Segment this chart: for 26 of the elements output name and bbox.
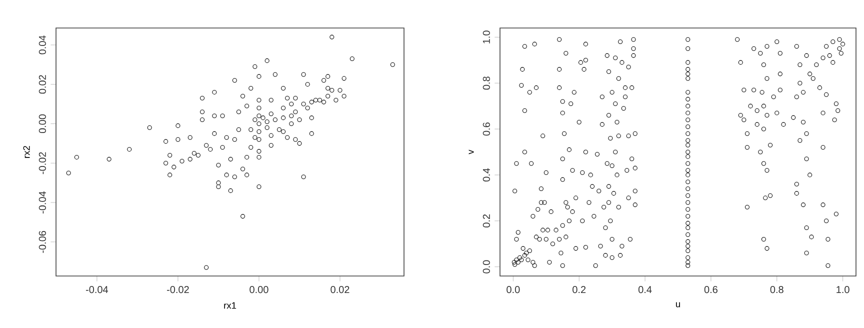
- y-tick-label: 0.04: [38, 35, 46, 54]
- y-tick-label: -0.04: [38, 191, 46, 214]
- x-tick-label: 1.0: [836, 286, 850, 294]
- x-axis-title: u: [676, 302, 680, 308]
- x-tick-label: 0.0: [506, 286, 520, 294]
- x-tick-label: 0.02: [330, 286, 350, 294]
- y-axis-title: v: [468, 150, 474, 154]
- x-tick-label: 0.6: [704, 286, 718, 294]
- x-tick-label: -0.04: [86, 286, 108, 294]
- y-axis-title: rx2: [23, 146, 30, 158]
- x-tick-label: -0.02: [167, 286, 189, 294]
- x-tick-label: 0.00: [250, 286, 268, 294]
- y-tick-label: -0.06: [38, 230, 46, 253]
- y-tick-label: 0.00: [38, 114, 46, 134]
- y-tick-label: 0.4: [482, 168, 490, 182]
- y-tick-label: 0.2: [482, 214, 490, 228]
- y-tick-label: -0.02: [38, 152, 46, 174]
- x-tick-label: 0.8: [770, 286, 784, 294]
- y-tick-label: 0.6: [482, 122, 490, 136]
- x-axis-title: rx1: [224, 302, 236, 309]
- x-tick-label: 0.4: [638, 286, 652, 294]
- y-tick-label: 0.8: [482, 76, 490, 90]
- x-tick-label: 0.2: [572, 286, 586, 294]
- y-tick-label: 1.0: [482, 30, 490, 44]
- y-tick-label: 0.02: [38, 75, 46, 94]
- y-tick-label: 0.0: [482, 260, 490, 274]
